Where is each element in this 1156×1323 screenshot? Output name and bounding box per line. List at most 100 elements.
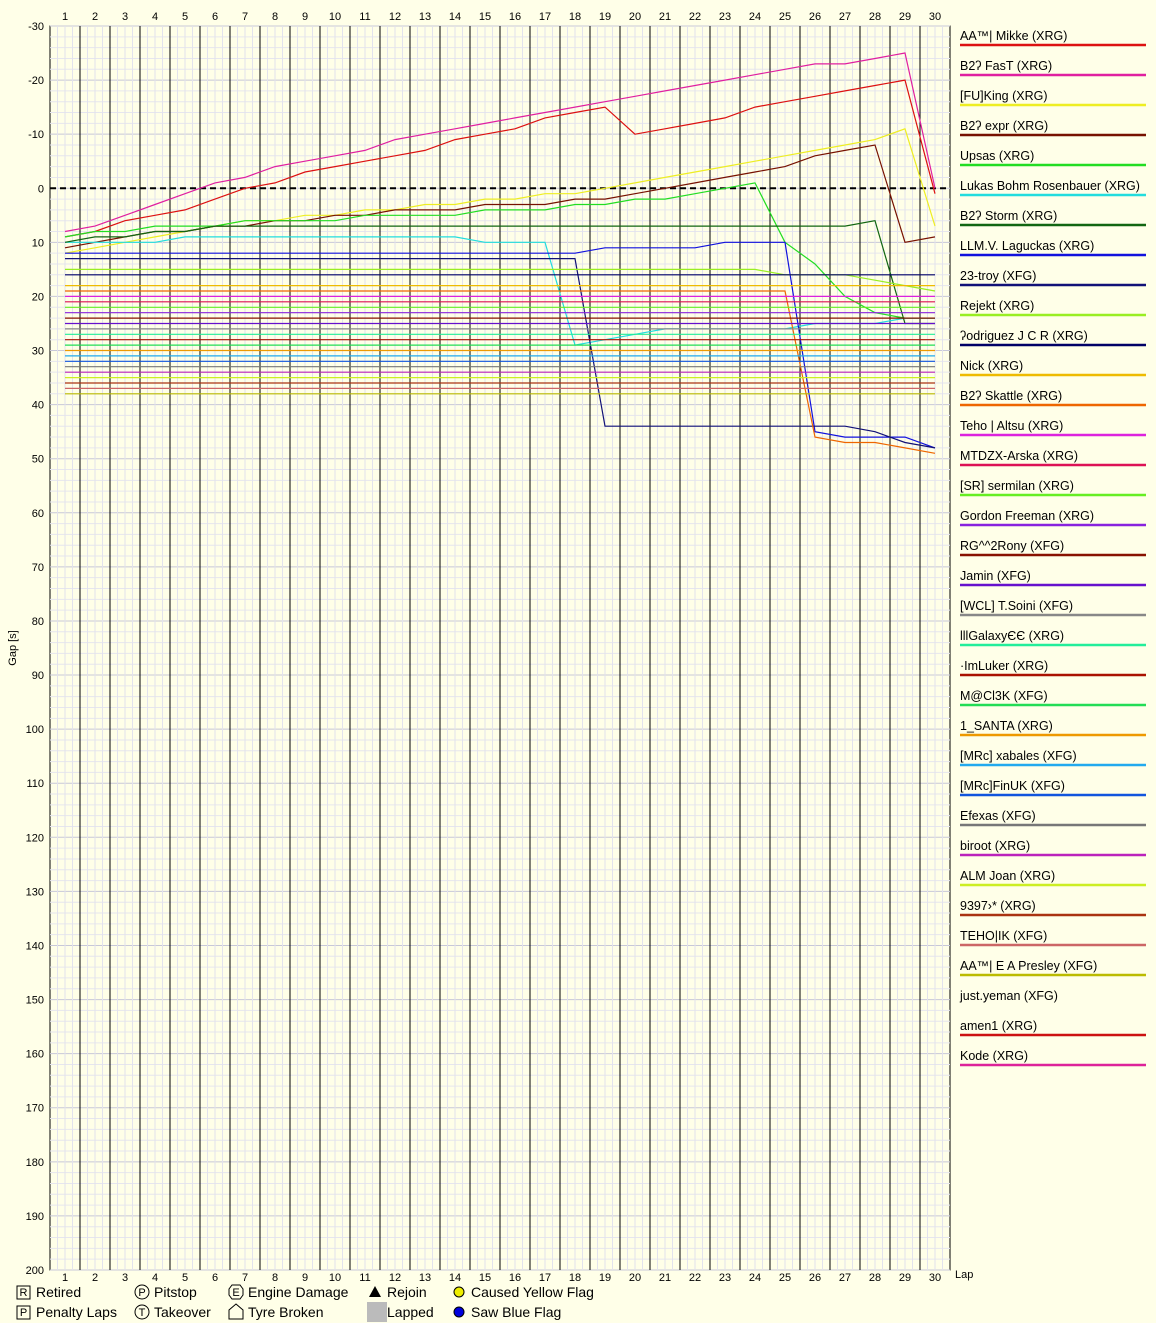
y-tick: 170: [26, 1103, 44, 1115]
x-tick-top: 27: [839, 11, 851, 23]
x-tick-bottom: 20: [629, 1272, 641, 1284]
series-line-7: [64, 220, 935, 325]
key-icon-gray-box: [367, 1302, 387, 1322]
x-tick-top: 9: [302, 11, 308, 23]
legend-label: Gordon Freeman (XRG): [960, 509, 1094, 523]
x-tick-top: 6: [212, 11, 218, 23]
x-tick-bottom: 15: [479, 1272, 491, 1284]
key-icon-square: [16, 1305, 31, 1320]
x-tick-bottom: 18: [569, 1272, 581, 1284]
x-tick-top: 23: [719, 11, 731, 23]
x-tick-top: 29: [899, 11, 911, 23]
x-tick-top: 1: [62, 11, 68, 23]
key-label: Pitstop: [154, 1284, 197, 1300]
x-tick-bottom: 23: [719, 1272, 731, 1284]
x-tick-top: 25: [779, 11, 791, 23]
key-label: Retired: [36, 1284, 81, 1300]
y-tick: 40: [32, 400, 44, 412]
x-tick-bottom: 4: [152, 1272, 158, 1284]
symbol-key: R Retired P Pitstop E Engine Damage Rejoin Caus…: [16, 1284, 594, 1322]
x-tick-top: 30: [929, 11, 941, 23]
legend-label: [SR] sermilan (XRG): [960, 479, 1074, 493]
y-tick: 120: [26, 832, 44, 844]
x-tick-bottom: 24: [749, 1272, 761, 1284]
x-tick-bottom: 7: [242, 1272, 248, 1284]
legend-label: AA™| Mikke (XRG): [960, 29, 1067, 43]
x-tick-bottom: 8: [272, 1272, 278, 1284]
legend-label: RG^^2Rony (XFG): [960, 539, 1064, 553]
key-icon-triangle: [369, 1286, 381, 1297]
x-tick-top: 5: [182, 11, 188, 23]
x-tick-top: 7: [242, 11, 248, 23]
key-symbol: T: [139, 1307, 146, 1319]
x-tick-bottom: 27: [839, 1272, 851, 1284]
key-label: Saw Blue Flag: [471, 1304, 561, 1320]
y-tick: 190: [26, 1211, 44, 1223]
x-tick-top: 26: [809, 11, 821, 23]
x-tick-top: 24: [749, 11, 761, 23]
legend-label: M@Cl3K (XFG): [960, 689, 1048, 703]
x-tick-bottom: 2: [92, 1272, 98, 1284]
x-tick-bottom: 10: [329, 1272, 341, 1284]
series-line-6: [65, 236, 935, 346]
x-tick-top: 17: [539, 11, 551, 23]
y-tick: -10: [28, 129, 44, 141]
x-tick-top: 4: [152, 11, 158, 23]
x-tick-top: 20: [629, 11, 641, 23]
y-tick: 70: [32, 562, 44, 574]
y-tick: 130: [26, 886, 44, 898]
x-tick-top: 2: [92, 11, 98, 23]
x-tick-top: 12: [389, 11, 401, 23]
x-tick-bottom: 13: [419, 1272, 431, 1284]
legend-label: Teho | Altsu (XRG): [960, 419, 1063, 433]
x-tick-bottom: 21: [659, 1272, 671, 1284]
y-tick: 100: [26, 724, 44, 736]
legend: AA™| Mikke (XRG) B2ʔ FasT (XRG) [FU]King (…: [959, 29, 1146, 1067]
legend-label: Upsas (XRG): [960, 149, 1034, 163]
x-axis-label: Lap: [955, 1269, 973, 1281]
legend-label: ʔodriguez J C R (XRG): [960, 329, 1088, 343]
legend-label: Efexas (XFG): [960, 809, 1036, 823]
legend-label: just.yeman (XFG): [959, 989, 1058, 1003]
y-tick: -20: [28, 75, 44, 87]
y-tick: 160: [26, 1049, 44, 1061]
series-line-9: [65, 258, 936, 449]
series-line-5: [64, 182, 935, 319]
x-tick-bottom: 16: [509, 1272, 521, 1284]
x-tick-bottom: 12: [389, 1272, 401, 1284]
x-tick-top: 3: [122, 11, 128, 23]
y-tick: 200: [26, 1265, 44, 1277]
x-tick-top: 13: [419, 11, 431, 23]
key-label: Rejoin: [387, 1284, 427, 1300]
key-icon-house: [228, 1303, 244, 1320]
key-icon-yellow-dot: [453, 1286, 465, 1298]
y-tick: 150: [26, 995, 44, 1007]
legend-label: [FU]King (XRG): [960, 89, 1048, 103]
legend-label: [WCL] T.Soini (XFG): [960, 599, 1073, 613]
x-tick-bottom: 25: [779, 1272, 791, 1284]
x-tick-bottom: 11: [359, 1272, 370, 1284]
legend-label: [MRc] xabales (XFG): [960, 749, 1077, 763]
y-tick: 90: [32, 670, 44, 682]
key-icon-octagon: [228, 1284, 244, 1300]
y-tick: 20: [32, 291, 44, 303]
y-tick: 180: [26, 1157, 44, 1169]
x-tick-top: 19: [599, 11, 611, 23]
series-line-1: [64, 79, 936, 238]
y-tick: 60: [32, 508, 44, 520]
legend-label: AA™| E A Presley (XFG): [960, 959, 1097, 973]
axis-layer: 1122334455667788991010111112121313141415…: [26, 11, 941, 1284]
legend-label: MTDZX-Arska (XRG): [960, 449, 1078, 463]
x-tick-bottom: 28: [869, 1272, 881, 1284]
series-line-2: [64, 52, 936, 233]
legend-label: 9397›* (XRG): [960, 899, 1036, 913]
x-tick-top: 22: [689, 11, 701, 23]
x-tick-top: 10: [329, 11, 341, 23]
legend-label: Jamin (XFG): [960, 569, 1031, 583]
x-tick-bottom: 22: [689, 1272, 701, 1284]
x-tick-bottom: 5: [182, 1272, 188, 1284]
y-tick: 0: [38, 183, 44, 195]
legend-label: Kode (XRG): [960, 1049, 1028, 1063]
legend-label: Lukas Bohm Rosenbauer (XRG): [960, 179, 1140, 193]
